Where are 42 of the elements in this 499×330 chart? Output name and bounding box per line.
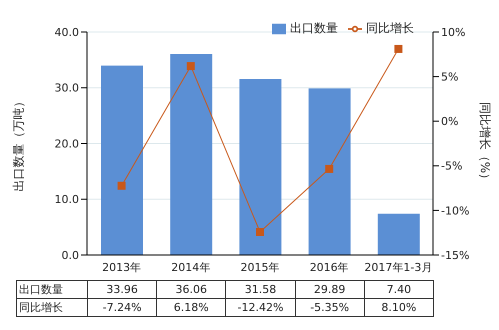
y2-tick-label: 5% bbox=[441, 70, 458, 84]
legend-label: 同比增长 bbox=[366, 21, 414, 35]
y2-axis-title: 同比增长（%） bbox=[478, 102, 492, 186]
data-label: -7.24% bbox=[88, 298, 157, 316]
bar bbox=[378, 214, 420, 255]
point bbox=[118, 182, 126, 190]
y-tick-label: 30.0 bbox=[54, 82, 79, 95]
data-label: 36.06 bbox=[156, 280, 226, 298]
bar bbox=[239, 78, 282, 255]
bar bbox=[170, 54, 212, 255]
data-label: -5.35% bbox=[295, 298, 364, 316]
text: 出口数量 bbox=[19, 283, 63, 296]
x-tick-label: 2015年 bbox=[240, 260, 280, 274]
x-tick-label: 2014年 bbox=[171, 260, 210, 274]
y2-tick-label: 10% bbox=[441, 26, 466, 39]
data-label: 7.40 bbox=[364, 280, 434, 298]
y-tick-label: 0.0 bbox=[62, 248, 79, 262]
y2-tick-label: -10% bbox=[441, 204, 470, 218]
y-tick-label: 40.0 bbox=[54, 26, 79, 39]
data-label: -12.42% bbox=[226, 298, 296, 316]
y-tick-label: 20.0 bbox=[54, 137, 79, 150]
y2-tick-label: 0% bbox=[441, 115, 458, 128]
y-tick-label: 10.0 bbox=[54, 193, 79, 206]
bar bbox=[101, 66, 143, 255]
x-tick-label: 2017年1-3月 bbox=[364, 260, 432, 274]
point bbox=[394, 44, 402, 53]
y2-tick-label: -5% bbox=[441, 160, 462, 173]
data-label: 8.10% bbox=[364, 298, 434, 316]
point bbox=[325, 164, 334, 173]
data-label: 31.58 bbox=[226, 280, 296, 298]
point bbox=[186, 62, 195, 70]
x-tick-label: 2016年 bbox=[310, 260, 349, 274]
y-axis-title: 出口数量（万吨） bbox=[11, 96, 26, 192]
text: 同比增长 bbox=[19, 301, 63, 314]
legend-label: 出口数量 bbox=[290, 21, 338, 35]
bar bbox=[308, 88, 351, 255]
data-label: 29.89 bbox=[295, 280, 364, 298]
data-label: 33.96 bbox=[88, 280, 157, 298]
data-label: 6.18% bbox=[156, 298, 226, 316]
y2-tick-label: -15% bbox=[441, 248, 470, 262]
point bbox=[256, 228, 264, 236]
x-tick-label: 2013年 bbox=[102, 260, 142, 274]
